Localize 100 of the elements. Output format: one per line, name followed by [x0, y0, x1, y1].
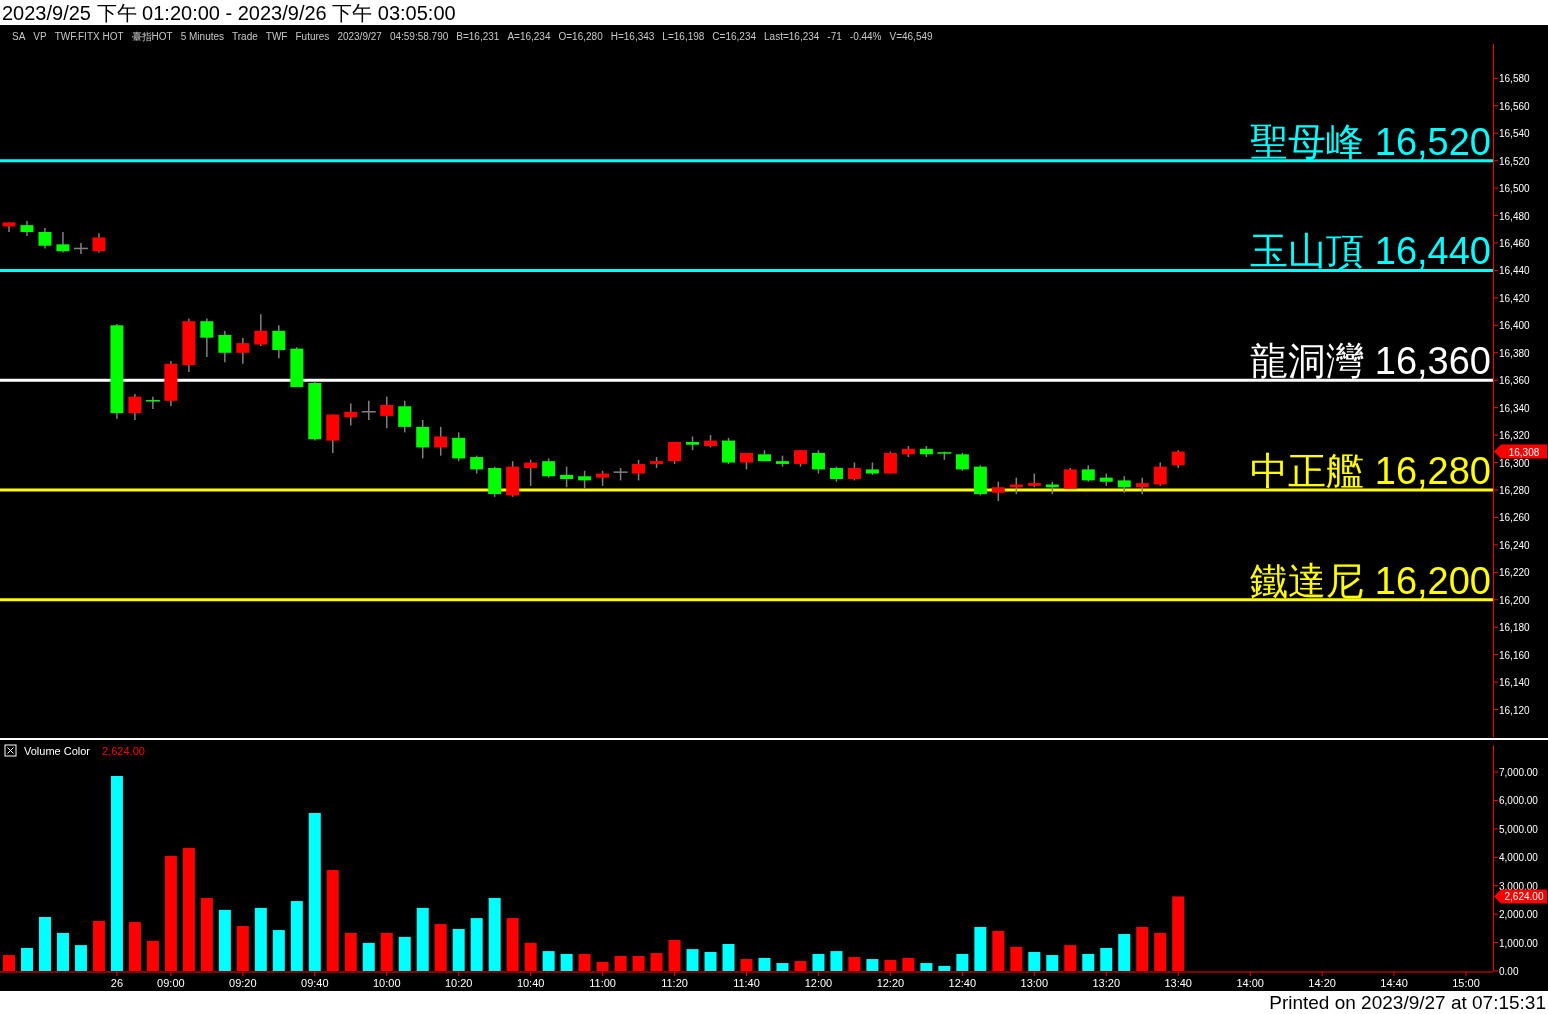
- bar: [1046, 955, 1059, 971]
- bar: [488, 897, 501, 971]
- bar: [1118, 934, 1131, 971]
- x-tick-label: 09:00: [157, 977, 185, 989]
- x-tick-label: 14:00: [1236, 977, 1264, 989]
- x-tick-label: 11:40: [733, 977, 760, 989]
- bar: [812, 953, 825, 971]
- x-tick-label: 10:40: [516, 977, 545, 989]
- candlestick: [434, 426, 448, 457]
- candlestick: [236, 336, 250, 365]
- x-tick-label: 12:20: [876, 977, 905, 989]
- y-tick-label: 16,360: [1499, 375, 1531, 387]
- y-tick-label: 16,180: [1499, 622, 1531, 634]
- y-tick-label: 16,460: [1499, 237, 1531, 249]
- bar: [110, 775, 123, 971]
- text: H=16,343: [610, 31, 655, 42]
- bar: [776, 963, 789, 971]
- y-tick-label: 4,000.00: [1499, 852, 1539, 864]
- y-tick-label: 16,540: [1499, 128, 1531, 140]
- y-tick-label: 16,400: [1499, 320, 1531, 332]
- y-tick-label: 16,280: [1499, 484, 1531, 496]
- text: 2,624.00: [1504, 891, 1544, 903]
- x-tick-label: 11:20: [661, 977, 688, 989]
- ref-line-label: 聖母峰 16,520: [1250, 120, 1491, 163]
- text: 5 Minutes: [180, 31, 225, 42]
- bar: [956, 953, 969, 971]
- candlestick: [560, 465, 574, 488]
- x-tick-label: 10:00: [372, 977, 401, 989]
- y-tick-label: 7,000.00: [1499, 767, 1539, 779]
- bar: [542, 951, 555, 971]
- candlestick: [200, 317, 214, 358]
- text: -71: [827, 31, 843, 42]
- y-tick-label: 16,120: [1499, 704, 1531, 716]
- candlestick: [56, 231, 70, 254]
- bar: [1082, 953, 1095, 971]
- candlestick: [38, 227, 52, 250]
- bar: [830, 951, 843, 971]
- bar: [758, 957, 771, 971]
- x-tick-label: 13:40: [1164, 977, 1192, 989]
- bar: [686, 949, 699, 971]
- y-tick-label: 16,340: [1499, 402, 1531, 414]
- bar: [920, 963, 933, 971]
- bar: [974, 926, 987, 971]
- y-tick-label: 2,000.00: [1499, 909, 1539, 921]
- text: B=16,231: [456, 31, 500, 42]
- y-tick-label: 6,000.00: [1499, 795, 1539, 807]
- text: A=16,234: [507, 31, 551, 42]
- chart-title: Volume Color: [24, 745, 91, 757]
- candlestick: [722, 437, 736, 465]
- candlestick: [1153, 461, 1167, 487]
- bar: [308, 812, 321, 971]
- text: 16,308: [1508, 446, 1540, 458]
- candlestick: [632, 459, 646, 482]
- bar: [452, 928, 465, 971]
- text: SA: [12, 31, 26, 42]
- candlestick: [254, 313, 268, 347]
- text: L=16,198: [662, 31, 705, 42]
- text: Futures: [295, 31, 330, 42]
- candlestick: [272, 324, 286, 359]
- bar: [470, 918, 483, 971]
- text: V=46,549: [889, 31, 934, 42]
- x-tick-label: 12:00: [804, 977, 833, 989]
- bar: [722, 943, 735, 971]
- candlestick: [1063, 467, 1077, 490]
- y-tick-label: 16,140: [1499, 677, 1531, 689]
- candlestick: [398, 400, 412, 434]
- bar: [272, 930, 285, 971]
- bar: [290, 901, 303, 971]
- y-tick-label: 16,220: [1499, 567, 1531, 579]
- bar: [254, 907, 267, 971]
- x-tick-label: 26: [110, 977, 124, 989]
- text: Last=16,234: [764, 31, 820, 42]
- y-tick-label: 16,320: [1499, 430, 1531, 442]
- y-tick-label: 16,440: [1499, 265, 1531, 277]
- ref-line-label: 龍洞灣 16,360: [1250, 340, 1491, 383]
- candlestick: [380, 395, 394, 429]
- candlestick: [1135, 476, 1149, 495]
- y-tick-label: 16,500: [1499, 183, 1531, 195]
- candlestick: [344, 402, 358, 427]
- y-tick-label: 16,580: [1499, 73, 1531, 85]
- ref-line-label: 鐵達尼 16,200: [1250, 559, 1491, 602]
- text: Printed on 2023/9/27 at 07:15:31: [1269, 992, 1546, 1013]
- text: Trade: [232, 31, 259, 42]
- candlestick: [145, 395, 161, 410]
- bar: [938, 965, 951, 971]
- candlestick: [92, 232, 106, 254]
- ref-line-label: 玉山頂 16,440: [1250, 230, 1491, 273]
- bar: [1028, 951, 1041, 971]
- text: C=16,234: [712, 31, 757, 42]
- text: 04:59:58.790: [389, 31, 449, 42]
- y-tick-label: 0.00: [1499, 966, 1519, 977]
- candlestick: [883, 450, 897, 475]
- y-tick-label: 16,380: [1499, 347, 1531, 359]
- y-tick-label: 16,160: [1499, 649, 1531, 661]
- y-tick-label: 16,260: [1499, 512, 1531, 524]
- y-tick-label: 16,240: [1499, 539, 1531, 551]
- candlestick: [128, 393, 142, 421]
- y-tick-label: 5,000.00: [1499, 823, 1539, 835]
- text: O=16,280: [558, 31, 604, 42]
- annotation: 2,624.00: [102, 745, 145, 757]
